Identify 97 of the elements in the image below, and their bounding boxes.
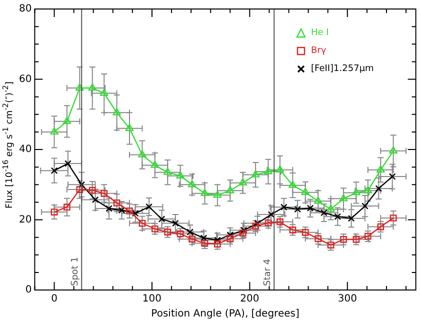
point (238, 178, 247, 186)
point (339, 194, 348, 202)
point (288, 180, 297, 188)
point (226, 231, 234, 238)
point (314, 235, 322, 242)
point (138, 150, 146, 158)
point (100, 190, 108, 197)
point (188, 236, 196, 242)
point (375, 185, 382, 192)
x-axis-title: Position Angle (PA), [degrees] (151, 308, 300, 320)
point (151, 225, 158, 232)
point (362, 202, 368, 210)
point (88, 186, 96, 194)
point (186, 228, 194, 236)
x-tick-label: 0 (51, 294, 58, 305)
point (239, 230, 246, 237)
point (388, 173, 396, 180)
x-tick-label: 100 (142, 294, 162, 305)
point (252, 222, 259, 230)
point (164, 168, 172, 175)
point (306, 204, 314, 212)
point (334, 213, 342, 220)
point (50, 127, 58, 135)
point (226, 235, 234, 242)
point (64, 160, 72, 167)
legend-label: He I (311, 28, 329, 38)
point (390, 214, 397, 222)
point (158, 216, 166, 222)
point (327, 242, 334, 248)
point (280, 204, 288, 211)
point (64, 204, 70, 211)
point (106, 205, 112, 212)
point (348, 214, 355, 222)
point (376, 165, 385, 172)
point (113, 199, 120, 206)
point (214, 240, 221, 248)
point (62, 116, 72, 124)
point (176, 230, 184, 238)
point (294, 206, 301, 213)
point (100, 88, 108, 96)
point (340, 236, 347, 243)
y-tick-label: 60 (18, 74, 32, 85)
point (214, 236, 221, 244)
point (364, 186, 372, 194)
point (164, 228, 172, 236)
x-tick-label: 300 (338, 294, 357, 305)
point (276, 218, 284, 226)
point (377, 223, 384, 230)
point (326, 204, 335, 212)
ref-line-label: Spot 1 (70, 256, 80, 286)
y-tick-label: 0 (25, 284, 32, 296)
point (172, 220, 179, 227)
point (254, 220, 261, 227)
point (150, 160, 159, 168)
point (276, 165, 284, 172)
point (240, 226, 248, 234)
point (314, 196, 322, 204)
point (289, 226, 296, 234)
legend-label: [FeII]1.257μm (311, 64, 374, 74)
point (364, 232, 372, 240)
point (200, 188, 209, 196)
point (264, 167, 272, 174)
point (146, 203, 152, 210)
point (88, 83, 96, 91)
point (92, 196, 99, 204)
point (213, 190, 222, 198)
point (389, 146, 398, 154)
point (118, 206, 126, 214)
point (201, 240, 208, 247)
point (132, 210, 139, 217)
point (352, 188, 360, 196)
y-tick-label: 20 (18, 214, 32, 226)
point (188, 180, 196, 188)
point (268, 211, 275, 218)
point (76, 186, 84, 193)
point (200, 234, 208, 242)
point (126, 208, 133, 214)
y-tick-label: 80 (18, 4, 32, 15)
point (138, 220, 146, 227)
point (320, 209, 328, 216)
x-tick-label: 200 (240, 294, 260, 305)
point (301, 188, 310, 195)
point (226, 186, 234, 194)
point (112, 108, 121, 116)
point (50, 208, 58, 216)
point (76, 83, 84, 91)
point (302, 228, 309, 236)
point (50, 167, 58, 174)
ref-line-label: Star 4 (262, 258, 273, 286)
point (176, 171, 184, 178)
point (352, 236, 360, 243)
y-tick-label: 40 (18, 144, 32, 156)
legend-label: Brγ (311, 46, 326, 56)
point (251, 170, 260, 178)
point (78, 181, 86, 188)
point (125, 124, 134, 132)
point (264, 219, 272, 226)
